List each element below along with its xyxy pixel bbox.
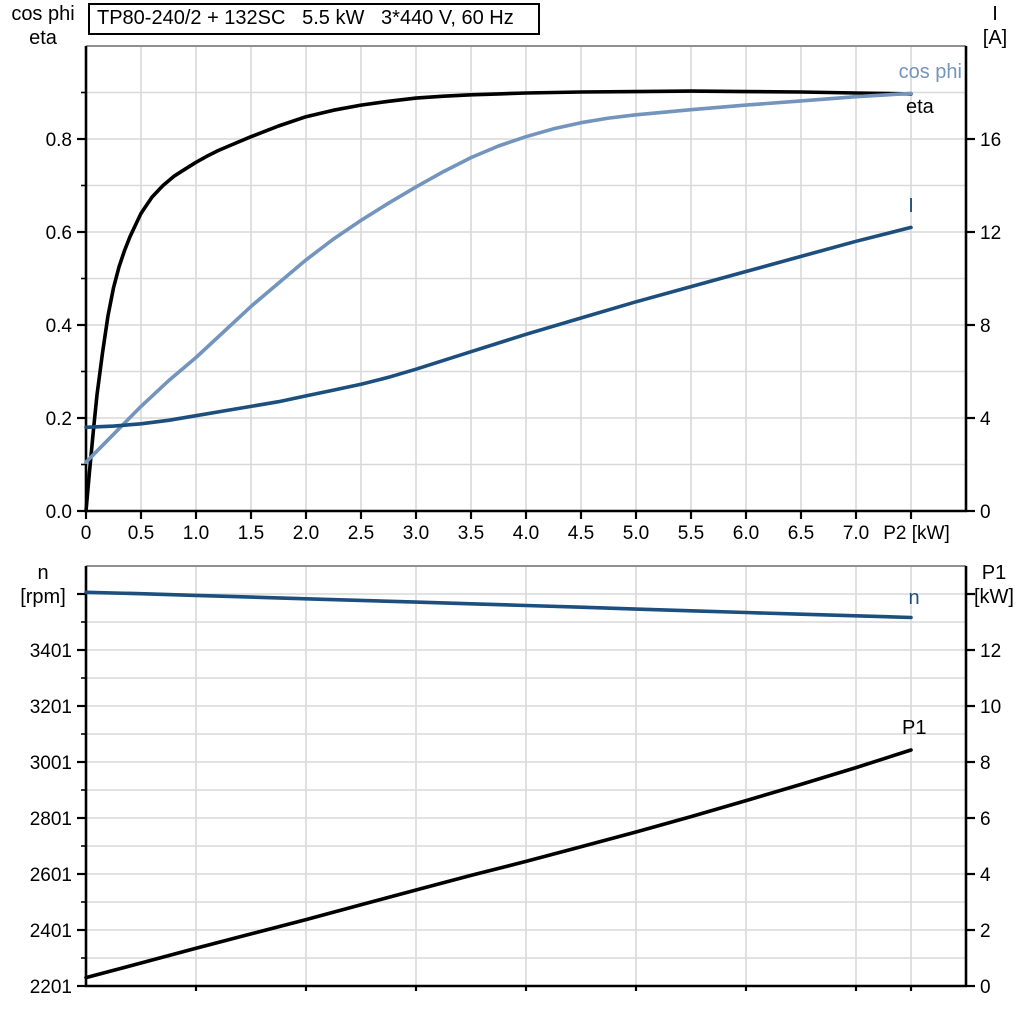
axis-title-line: n xyxy=(37,562,49,584)
x-tick-label: 1.0 xyxy=(183,523,209,544)
left-tick-label: 0.8 xyxy=(46,130,72,151)
curve-eta xyxy=(84,89,913,513)
x-tick-label: 2.0 xyxy=(293,523,319,544)
left-tick-label: 3001 xyxy=(30,753,72,774)
x-tick-label: 6.5 xyxy=(788,523,814,544)
right-tick-label: 10 xyxy=(980,697,1001,718)
bottom-chart-left-axis-title: n [rpm] xyxy=(4,561,82,609)
curve-current xyxy=(84,225,913,430)
x-tick-label: 3.0 xyxy=(403,523,429,544)
x-tick-label: 5.5 xyxy=(678,523,704,544)
chart-0: 0.0 0.2 0.4 0.6 0.8 0 4 8 12 16 0 0.5 1.0 1.5 2.0 2.5 3.… xyxy=(46,45,1001,544)
p1-curve-label: P1 xyxy=(902,717,927,739)
axis-title-line: cos phi xyxy=(11,3,75,25)
x-tick-label: 4.5 xyxy=(568,523,594,544)
x-tick-label: 0 xyxy=(81,523,92,544)
left-tick-label: 0.6 xyxy=(46,223,72,244)
curve-cos-phi xyxy=(84,91,913,465)
right-tick-label: 2 xyxy=(980,921,991,942)
axis-title-line: [kW] xyxy=(974,586,1014,608)
left-tick-label: 2801 xyxy=(30,809,72,830)
x-tick-label: 1.5 xyxy=(238,523,264,544)
current-curve-label: I xyxy=(908,195,914,217)
left-tick-label: 0.2 xyxy=(46,409,72,430)
x-tick-label: 2.5 xyxy=(348,523,374,544)
right-tick-label: 6 xyxy=(980,809,991,830)
chart-title-box: TP80-240/2 + 132SC 5.5 kW 3*440 V, 60 Hz xyxy=(88,3,540,35)
axis-title-line: eta xyxy=(29,27,57,49)
right-tick-label: 4 xyxy=(980,409,991,430)
x-tick-label: 6.0 xyxy=(733,523,759,544)
right-tick-label: 12 xyxy=(980,641,1001,662)
right-tick-label: 0 xyxy=(980,977,991,998)
left-tick-label: 2401 xyxy=(30,921,72,942)
left-tick-label: 3201 xyxy=(30,697,72,718)
right-tick-label: 4 xyxy=(980,865,991,886)
left-tick-label: 2601 xyxy=(30,865,72,886)
top-chart-right-axis-title: I [A] xyxy=(971,2,1019,50)
left-tick-label: 0.0 xyxy=(46,502,72,523)
x-tick-label: 4.0 xyxy=(513,523,539,544)
right-tick-label: 0 xyxy=(980,502,991,523)
speed-curve-label: n xyxy=(908,587,920,609)
right-tick-label: 8 xyxy=(980,753,991,774)
axis-title-line: P1 xyxy=(981,562,1007,584)
chart-1: 2201 2401 2601 2801 3001 3201 3401 0 2 4 6 8 10 12 xyxy=(30,565,1001,998)
axis-title-line: I xyxy=(992,3,998,25)
right-tick-label: 12 xyxy=(980,223,1001,244)
curve-speed xyxy=(84,590,913,620)
left-tick-label: 3401 xyxy=(30,641,72,662)
bottom-chart-right-axis-title: P1 [kW] xyxy=(966,561,1022,609)
x-tick-label: 7.0 xyxy=(843,523,869,544)
eta-curve-label: eta xyxy=(906,96,934,118)
right-tick-label: 16 xyxy=(980,130,1001,151)
x-axis-unit-label: P2 [kW] xyxy=(883,523,950,544)
top-chart-left-axis-title: cos phi eta xyxy=(4,2,82,50)
curve-p1 xyxy=(84,748,913,980)
left-tick-label: 0.4 xyxy=(46,316,73,337)
left-tick-label: 2201 xyxy=(30,977,72,998)
x-tick-label: 5.0 xyxy=(623,523,649,544)
axis-title-line: [rpm] xyxy=(20,586,66,608)
x-tick-label: 0.5 xyxy=(128,523,154,544)
x-tick-label: 3.5 xyxy=(458,523,484,544)
right-tick-label: 8 xyxy=(980,316,991,337)
axis-title-line: [A] xyxy=(982,27,1008,49)
cos-phi-curve-label: cos phi xyxy=(898,61,962,83)
